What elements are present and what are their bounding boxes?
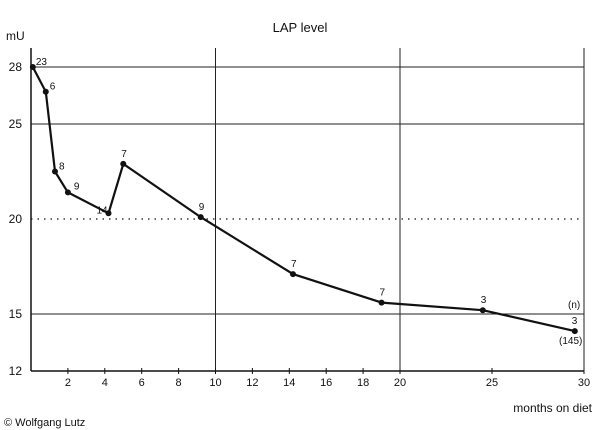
y-tick-label: 25	[9, 117, 23, 131]
x-tick-label: 25	[486, 377, 498, 389]
data-point	[289, 271, 296, 278]
data-point	[571, 328, 578, 335]
x-tick-label: 30	[578, 377, 590, 389]
x-tick-label: 14	[283, 377, 295, 389]
chart-title: LAP level	[273, 20, 328, 35]
data-point-label: 3	[572, 316, 578, 327]
data-point-label: 23	[36, 57, 48, 68]
grid-layer	[31, 48, 585, 371]
data-point	[29, 64, 36, 70]
data-point-label: 8	[59, 162, 65, 173]
x-tick-label: 16	[320, 377, 332, 389]
data-point	[105, 210, 112, 217]
y-tick-label: 28	[9, 60, 23, 74]
x-tick-label: 4	[102, 377, 108, 389]
x-tick-label: 12	[246, 377, 258, 389]
x-axis-label: months on diet	[513, 401, 592, 415]
x-tick-label: 18	[357, 377, 369, 389]
y-tick-label: 20	[9, 212, 23, 226]
data-point-label: 7	[121, 149, 127, 160]
data-point	[197, 214, 204, 221]
data-point	[42, 88, 49, 95]
data-point-label: 9	[199, 202, 205, 213]
data-point	[64, 189, 71, 196]
data-point-label: 6	[50, 82, 56, 93]
y-axis-label: mU	[6, 29, 25, 43]
x-tick-label: 6	[139, 377, 145, 389]
data-point-label: 3	[481, 295, 487, 306]
data-point	[378, 299, 385, 306]
x-tick-label: 20	[394, 377, 406, 389]
x-tick-label: 8	[176, 377, 182, 389]
x-tick-label: 10	[209, 377, 221, 389]
data-point	[120, 160, 127, 167]
tick-labels: 12 15 20 25 28 2 4 6 8 10 12 14 16 18 20 25 30	[9, 60, 590, 389]
x-tick-label: 2	[65, 377, 71, 389]
data-point-label: 9	[74, 181, 80, 192]
data-point-label: 7	[380, 288, 386, 299]
axis-layer	[30, 48, 584, 372]
credit-text: © Wolfgang Lutz	[4, 417, 85, 429]
series-line	[31, 66, 576, 333]
data-point	[479, 307, 486, 314]
data-point	[51, 168, 58, 175]
annotation-145: (145)	[559, 336, 582, 347]
annotation-n: (n)	[568, 300, 580, 311]
data-point-label: 7	[291, 259, 297, 270]
y-tick-label: 12	[9, 364, 23, 378]
y-tick-label: 15	[9, 307, 23, 321]
data-point-label: 14	[96, 205, 108, 216]
